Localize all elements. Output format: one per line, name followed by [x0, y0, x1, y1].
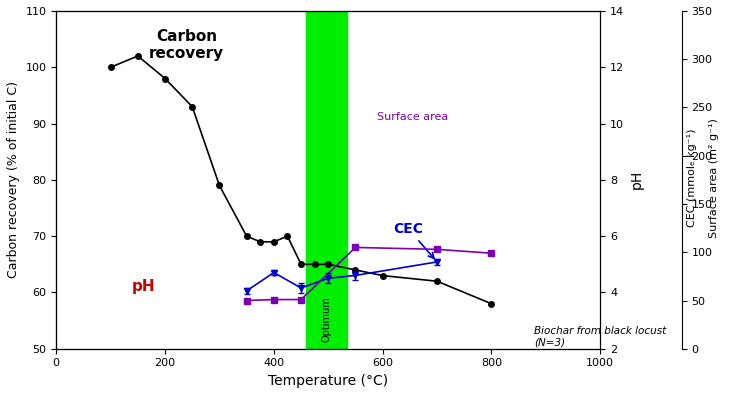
X-axis label: Temperature (°C): Temperature (°C) [268, 374, 388, 388]
Text: Surface area (m² g⁻¹): Surface area (m² g⁻¹) [709, 118, 719, 238]
Text: CEC: CEC [394, 222, 434, 258]
Bar [307, 11, 347, 349]
Text: Carbon
recovery: Carbon recovery [149, 28, 224, 61]
Y-axis label: Carbon recovery (% of initial C): Carbon recovery (% of initial C) [7, 81, 20, 278]
Text: CEC (mmolₑ kg⁻¹): CEC (mmolₑ kg⁻¹) [687, 128, 697, 227]
Y-axis label: pH: pH [630, 170, 643, 190]
Text: Optimum: Optimum [322, 296, 332, 342]
Text: Biochar from black locust
(N=3): Biochar from black locust (N=3) [534, 326, 667, 348]
Text: pH: pH [132, 279, 155, 294]
Text: Surface area: Surface area [377, 112, 449, 122]
